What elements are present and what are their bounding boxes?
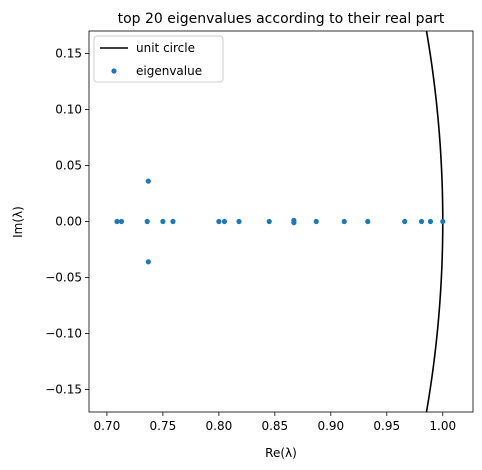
eigenvalue-point [365, 218, 371, 225]
legend-label-unit-circle: unit circle [136, 41, 195, 55]
eigenvalue-point [170, 218, 176, 225]
y-tick-label: −0.10 [45, 327, 82, 341]
y-tick-label: 0.10 [55, 102, 82, 116]
x-tick-label: 0.95 [373, 419, 400, 433]
x-tick-label: 0.70 [94, 419, 121, 433]
chart-title: top 20 eigenvalues according to their re… [118, 11, 445, 27]
x-tick-label: 0.80 [206, 419, 233, 433]
y-tick-label: 0.05 [55, 158, 82, 172]
eigenvalue-point [118, 218, 125, 225]
x-tick-label: 0.90 [317, 419, 344, 433]
eigenvalue-point [266, 218, 272, 225]
y-axis-ticks: 0.15 0.10 0.05 0.00 −0.05 −0.10 −0.15 [45, 46, 89, 397]
plot-background [89, 31, 473, 412]
x-tick-label: 0.75 [150, 419, 177, 433]
eigenvalue-point [291, 220, 297, 226]
x-tick-label: 0.85 [261, 419, 288, 433]
eigenvalue-point [418, 218, 425, 225]
x-axis-ticks: 0.70 0.75 0.80 0.85 0.90 0.95 1.00 [94, 412, 456, 433]
y-tick-label: 0.15 [55, 46, 82, 60]
eigenvalue-point [216, 218, 222, 225]
x-axis-label: Re(λ) [265, 446, 297, 460]
eigenvalue-point [427, 218, 434, 225]
eigenvalue-point [114, 218, 120, 225]
eigenvalue-point [145, 259, 151, 265]
eigenvalue-point [341, 218, 347, 225]
eigenvalue-point [160, 218, 166, 225]
legend-label-eigenvalue: eigenvalue [136, 64, 202, 78]
eigenvalue-point [145, 178, 151, 184]
x-tick-label: 1.00 [429, 419, 456, 433]
y-tick-label: −0.15 [45, 383, 82, 397]
eigenvalue-point [144, 218, 150, 225]
eigenvalue-point [440, 218, 446, 225]
y-tick-label: −0.05 [45, 271, 82, 285]
eigenvalue-point [236, 218, 242, 225]
legend-marker-swatch [111, 68, 117, 74]
y-tick-label: 0.00 [55, 215, 82, 229]
points-layer [114, 178, 446, 265]
eigenvalue-point [221, 218, 228, 225]
eigenvalue-point [402, 218, 408, 225]
y-axis-label: Im(λ) [11, 206, 25, 238]
eigenvalue-point [313, 218, 319, 225]
legend: unit circle eigenvalue [93, 35, 224, 83]
